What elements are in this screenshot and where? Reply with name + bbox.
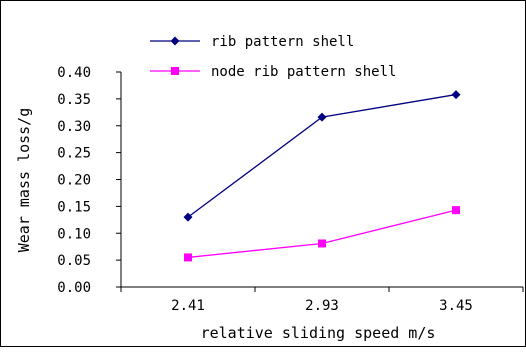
y-tick-label: 0.15 (57, 199, 91, 215)
x-tick-label: 3.45 (439, 298, 473, 314)
data-point (451, 90, 461, 100)
legend: rib pattern shell node rib pattern shell (150, 34, 396, 80)
x-tick-label: 2.93 (305, 298, 339, 314)
y-tick-label: 0.05 (57, 253, 91, 269)
data-point (452, 206, 460, 215)
y-tick-label: 0.40 (57, 65, 91, 81)
data-point (317, 112, 327, 122)
x-tick-label: 2.41 (171, 298, 205, 314)
legend-label-node-rib-pattern-shell: node rib pattern shell (211, 64, 396, 80)
y-axis: 0.00 0.05 0.10 0.15 0.20 0.25 0.30 0.35 0.40 (57, 65, 122, 296)
x-axis: 2.41 2.93 3.45 (120, 286, 524, 314)
series-layer (183, 90, 461, 262)
legend-marker-rib-pattern-shell (170, 36, 180, 46)
y-tick-label: 0.25 (57, 146, 91, 162)
y-tick-label: 0.35 (57, 92, 91, 108)
y-tick-label: 0.20 (57, 173, 91, 189)
data-point (183, 212, 193, 222)
y-axis-title: Wear mass loss/g (15, 108, 33, 253)
x-axis-title: relative sliding speed m/s (201, 324, 436, 342)
y-tick-label: 0.00 (57, 280, 91, 296)
data-point (184, 253, 192, 262)
y-tick-label: 0.30 (57, 119, 91, 135)
legend-marker-node-rib-pattern-shell (171, 67, 179, 75)
data-point (318, 239, 326, 248)
y-tick-label: 0.10 (57, 226, 91, 242)
legend-label-rib-pattern-shell: rib pattern shell (211, 34, 354, 50)
